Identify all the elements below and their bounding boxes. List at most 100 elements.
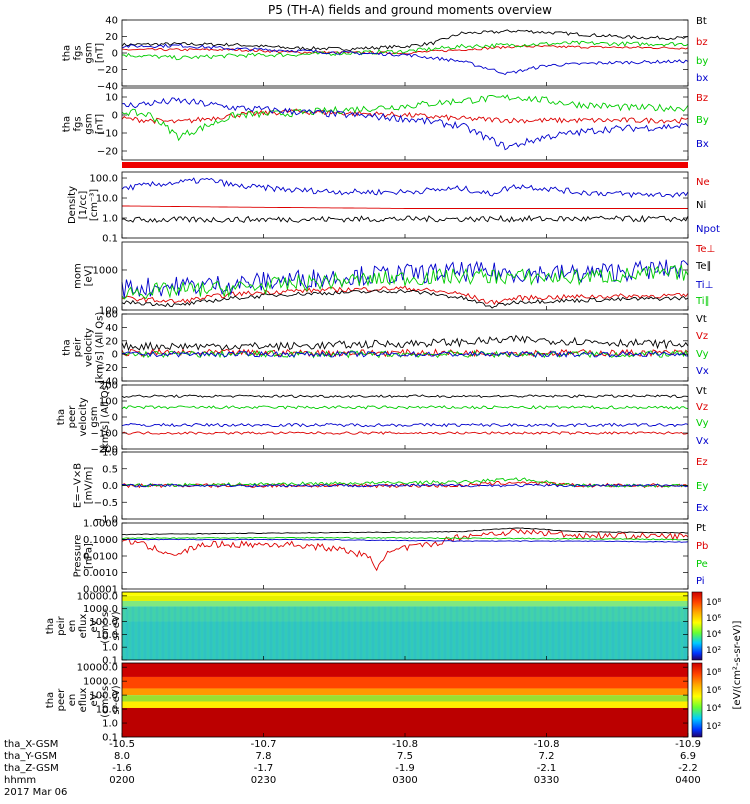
ylabel: tha xyxy=(62,339,73,355)
series-Npot xyxy=(121,177,689,199)
colorbar-tick: 10⁴ xyxy=(706,704,721,714)
xaxis-value: -10.8 xyxy=(392,739,418,750)
ylabel: gsm xyxy=(84,42,95,63)
xtick-label: 0400 xyxy=(675,775,700,786)
ytick-label: 100.0 xyxy=(89,174,118,185)
colorbar-bottom xyxy=(691,662,703,738)
ylabel: peer xyxy=(56,688,67,712)
panel-frame xyxy=(121,19,689,87)
panel-density: Ne Ni Npot 100.0 10.0 1.0 0.1 Density [1/cc] [cm⁻… xyxy=(67,171,720,245)
ytick-label: −20 xyxy=(97,65,118,76)
panel-frame xyxy=(121,522,689,590)
xaxis-row-label: hhmm xyxy=(4,775,36,786)
series-Vx xyxy=(121,350,689,358)
legend-Ti∥: Ti∥ xyxy=(695,296,710,307)
ytick-label: 10 xyxy=(105,93,118,104)
series-Ni xyxy=(121,214,689,224)
ytick-label: −100 xyxy=(91,429,118,440)
ylabel: sr-eV) xyxy=(111,611,122,640)
panel-frame xyxy=(121,384,689,450)
xaxis-value: -10.5 xyxy=(109,739,135,750)
date-label: 2017 Mar 06 xyxy=(4,787,67,798)
ytick-label: 1.0 xyxy=(102,643,118,654)
ytick-label: 0.5 xyxy=(102,464,118,475)
ylabel: Pressure xyxy=(73,535,84,578)
xaxis-value: -1.9 xyxy=(395,763,415,774)
legend-Npot: Npot xyxy=(696,224,720,235)
legend-Vy: Vy xyxy=(696,349,709,360)
xaxis-value: 7.5 xyxy=(397,751,413,762)
series-by xyxy=(122,40,689,61)
ytick-label: 1.0 xyxy=(102,214,118,225)
series-Ex xyxy=(122,483,689,488)
ylabel: en xyxy=(67,620,78,633)
ytick-label: 0.1000 xyxy=(83,535,118,546)
ylabel: (cm²-s- xyxy=(100,608,111,644)
colorbar-tick: 10² xyxy=(706,646,721,656)
ytick-label: −40 xyxy=(97,377,118,388)
xaxis-value: -10.7 xyxy=(251,739,277,750)
series-Bt xyxy=(121,29,689,51)
ylabel: eflux xyxy=(78,614,89,639)
xaxis-row-label: tha_X-GSM xyxy=(4,739,58,750)
band-3 xyxy=(122,695,688,702)
ytick-label: 10.0 xyxy=(96,194,118,205)
xaxis-row-label: tha_Y-GSM xyxy=(4,751,57,762)
ylabel: tha xyxy=(62,45,73,61)
ytick-label: 10.0 xyxy=(96,630,118,641)
ylabel: peer xyxy=(67,405,78,429)
band-1 xyxy=(122,676,688,689)
ytick-label: 10000.0 xyxy=(77,663,118,674)
ytick-label: 0.0100 xyxy=(83,552,118,563)
xtick-label: 0200 xyxy=(109,775,134,786)
ytick-label: −10 xyxy=(97,129,118,140)
ytick-label: 1000.0 xyxy=(83,604,118,615)
panel-frame xyxy=(121,171,689,239)
xaxis-value: -1.7 xyxy=(254,763,274,774)
ytick-label: −1.0 xyxy=(94,515,118,526)
ylabel: gsm xyxy=(89,406,100,427)
ytick-label: 0 xyxy=(112,413,118,424)
panel-temps: Te⊥ Te∥ Ti⊥ Ti∥ 1000 100 mom [eV] xyxy=(73,241,715,317)
series-Ez xyxy=(121,481,689,489)
xaxis-value: 7.2 xyxy=(539,751,555,762)
legend-bz: bz xyxy=(696,37,708,48)
ytick-label: 1000 xyxy=(93,265,118,276)
xtick-label: 0330 xyxy=(534,775,559,786)
series-Ey xyxy=(122,477,689,488)
colorbar-tick: 10⁴ xyxy=(706,630,721,640)
panel-frame xyxy=(121,313,689,382)
ytick-label: 0 xyxy=(112,111,118,122)
ytick-label: 200 xyxy=(99,381,118,392)
panel-fgs-gse: Bz By Bx 10 0 −10 −20 tha fgs gsm [nT] xyxy=(62,87,709,161)
xaxis-value: -10.9 xyxy=(675,739,701,750)
colorbar-tick: 10⁶ xyxy=(706,686,721,696)
ylabel: [km/s] (All Qs) xyxy=(100,381,111,453)
ylabel: [nT] xyxy=(95,43,106,63)
ylabel: fgs xyxy=(73,116,84,131)
series-Vz xyxy=(121,431,689,435)
ytick-label: −20 xyxy=(97,147,118,158)
ylabel: E=−V×B xyxy=(73,463,84,508)
ytick-label: 0.1 xyxy=(102,234,118,245)
ylabel: sr-eV) xyxy=(111,685,122,714)
colorbar-tick: 10⁸ xyxy=(706,598,721,608)
ytick-label: 1.0000 xyxy=(83,519,118,530)
xtick-label: 0230 xyxy=(251,775,276,786)
ylabel: en xyxy=(67,694,78,707)
band-5 xyxy=(122,707,688,737)
xaxis-value: -10.8 xyxy=(534,739,560,750)
band-0 xyxy=(122,663,688,677)
legend-Vy: Vy xyxy=(696,418,709,429)
ytick-label: −0.5 xyxy=(94,498,118,509)
ylabel: [cm⁻³] xyxy=(89,189,100,221)
panel-frame xyxy=(121,241,689,311)
ytick-label: 100.0 xyxy=(89,691,118,702)
ytick-label: 40 xyxy=(105,323,118,334)
band-4 xyxy=(122,701,688,708)
ylabel: eV xyxy=(89,619,100,632)
ytick-label: 1.0 xyxy=(102,448,118,459)
ytick-label: 60 xyxy=(105,310,118,321)
ytick-label: 100.0 xyxy=(89,617,118,628)
